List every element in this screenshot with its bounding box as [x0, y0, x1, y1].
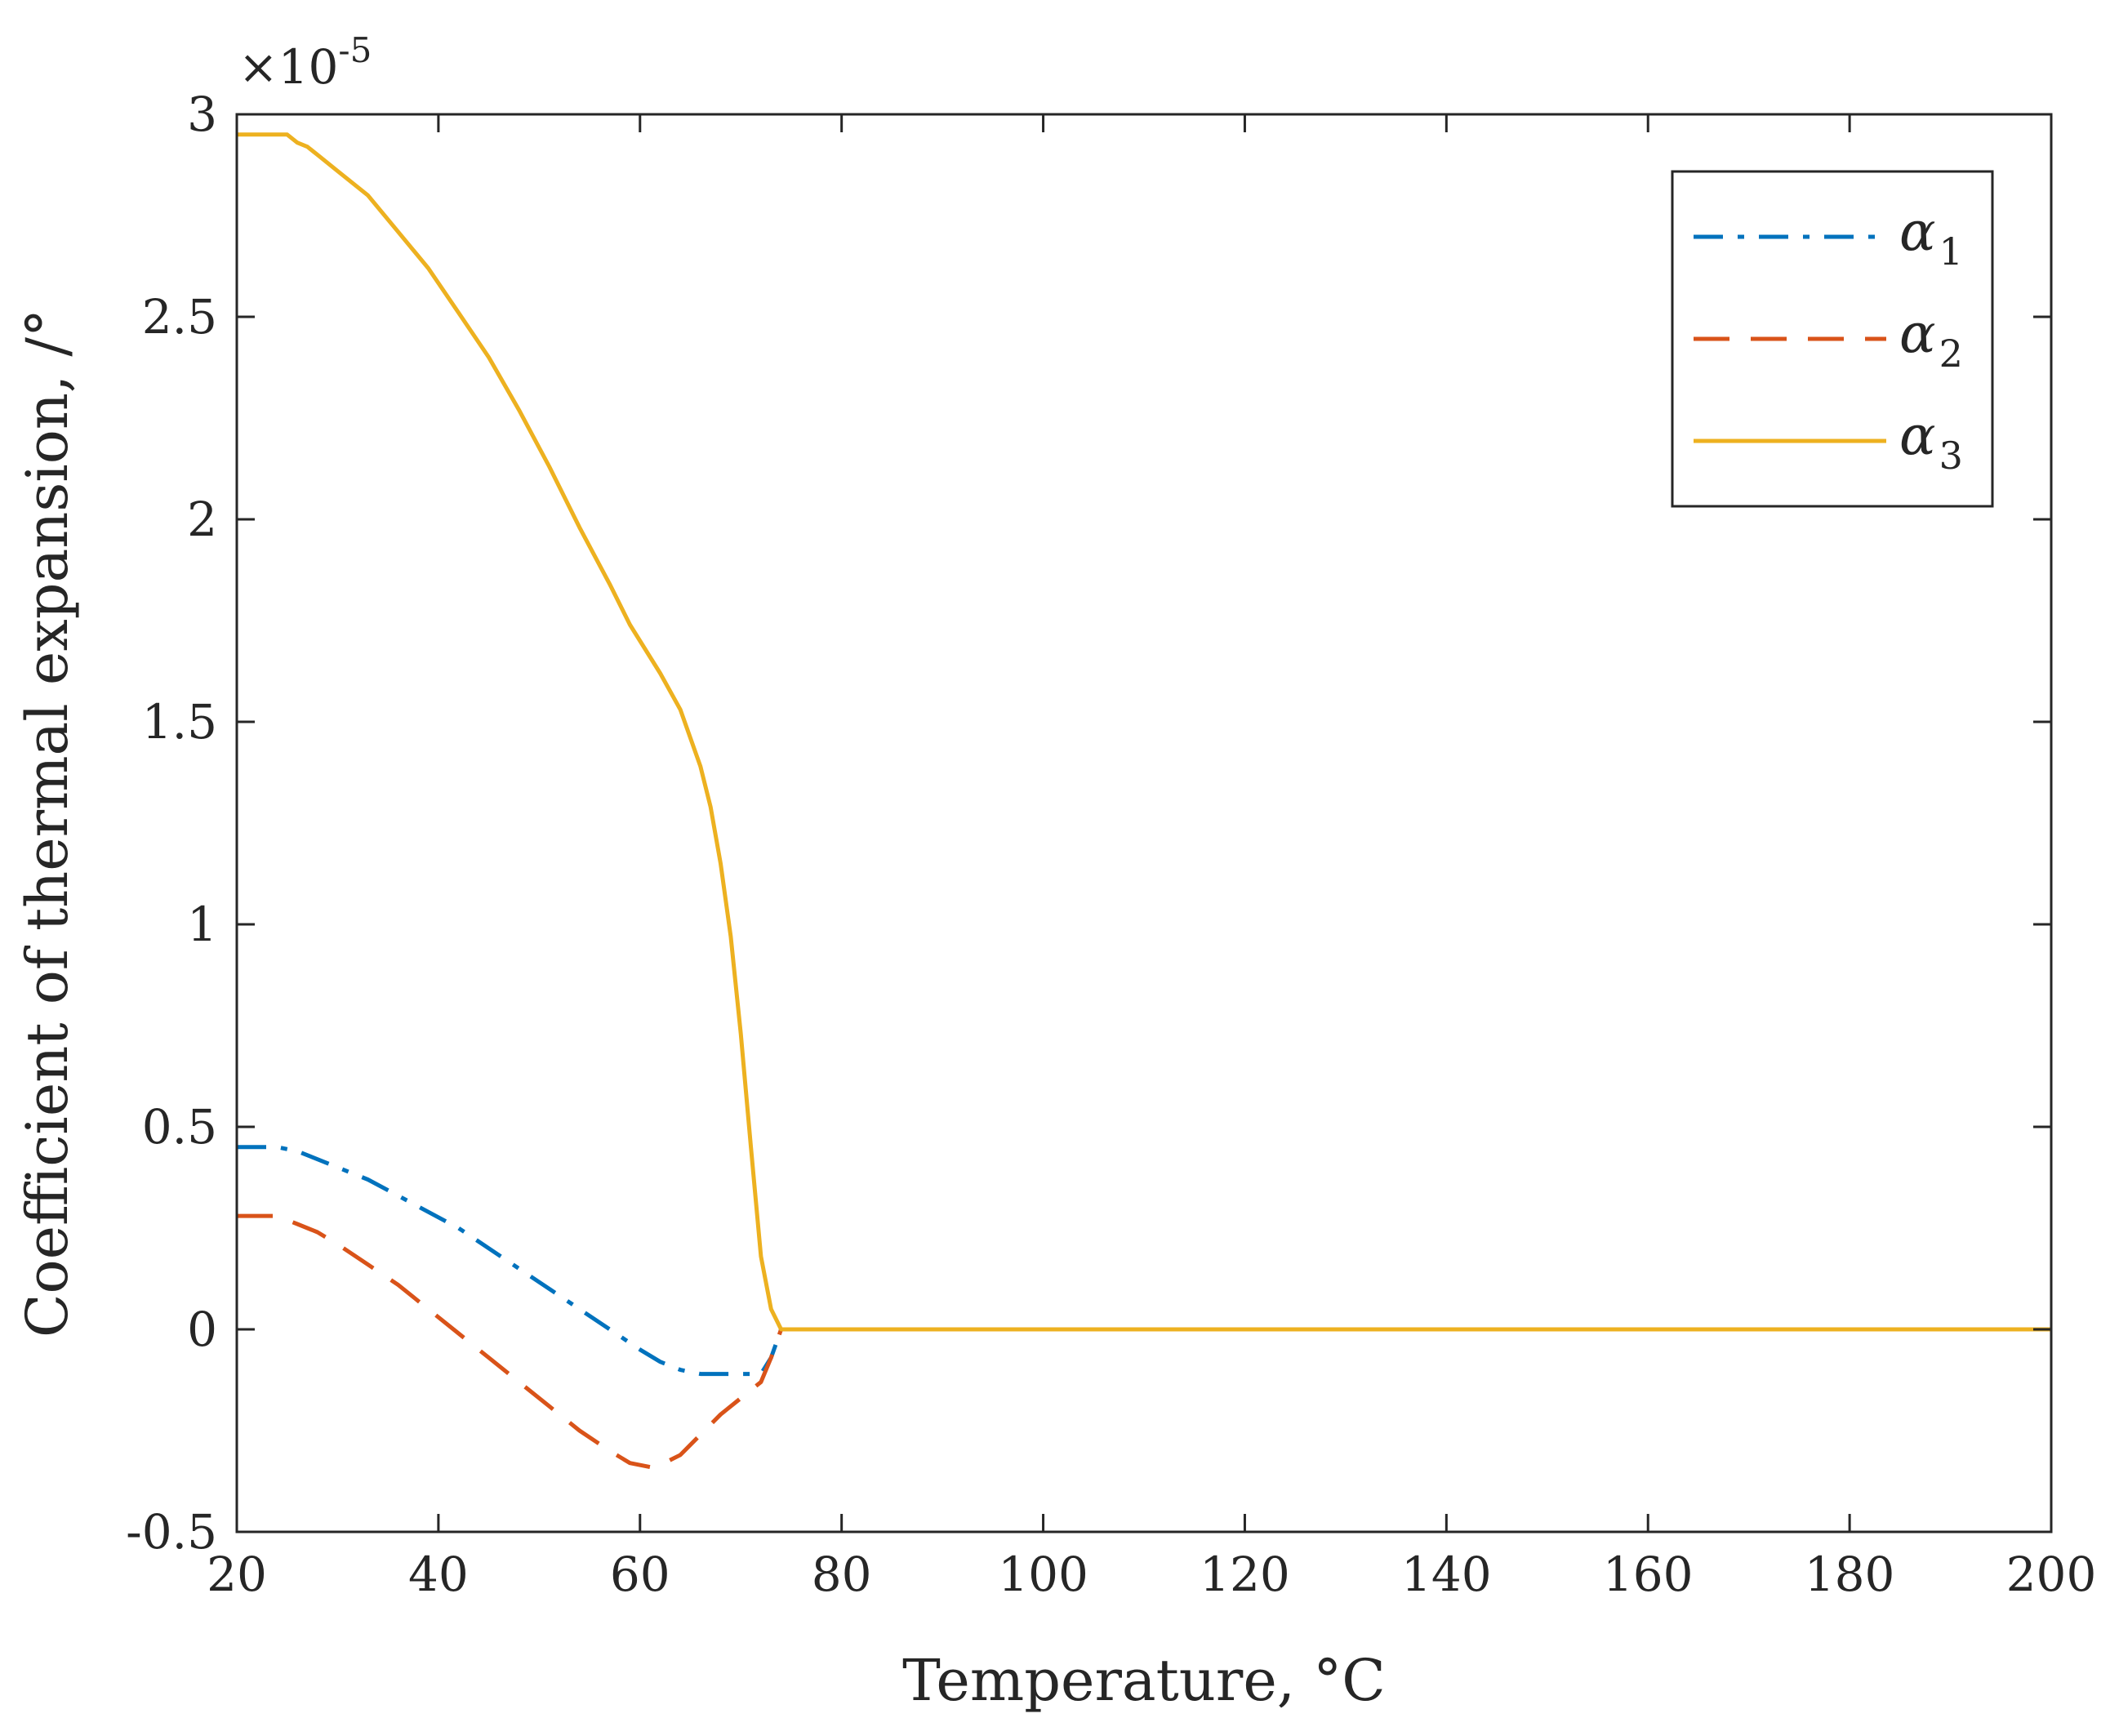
legend-label-alpha-1: α1 — [1899, 200, 1963, 274]
x-tick-label: 100 — [998, 1547, 1088, 1602]
x-tick-label: 120 — [1200, 1547, 1290, 1602]
x-tick-label: 140 — [1401, 1547, 1492, 1602]
x-tick-label: 200 — [2006, 1547, 2097, 1602]
legend: α1 α2 α3 — [1671, 170, 1994, 508]
axes-layer: 20 40 60 80 100 120 140 160 180 200 -0.5 0 0.5 1 1.5 2 2… — [126, 87, 2096, 1602]
y-tick-label: 3 — [187, 87, 217, 142]
y-tick-label: -0.5 — [126, 1504, 217, 1560]
y-tick-label: 0.5 — [142, 1099, 217, 1155]
x-tick-label: 40 — [408, 1547, 469, 1602]
series-layer — [237, 132, 2051, 1470]
series-line-alpha-3 — [237, 132, 2051, 1332]
y-exponent-base: ×10 — [238, 39, 338, 95]
y-tick-label: 1 — [187, 897, 217, 952]
y-tick-label: 0 — [187, 1302, 217, 1357]
legend-label-alpha-2: α2 — [1899, 302, 1963, 376]
x-tick-label: 60 — [610, 1547, 670, 1602]
x-tick-label: 180 — [1805, 1547, 1895, 1602]
legend-label-alpha-3: α3 — [1899, 404, 1963, 478]
y-axis-exponent: ×10-5 — [238, 30, 372, 95]
y-exponent-power: -5 — [338, 30, 372, 70]
y-tick-label: 2 — [187, 492, 217, 547]
x-tick-label: 160 — [1603, 1547, 1694, 1602]
x-tick-label: 20 — [207, 1547, 267, 1602]
y-tick-label: 2.5 — [142, 289, 217, 345]
y-tick-label: 1.5 — [142, 694, 217, 750]
axes-box — [235, 113, 2053, 1533]
x-tick-label: 80 — [812, 1547, 872, 1602]
x-axis-title: Temperature, °C — [902, 1647, 1386, 1714]
y-axis-title: Coefficient of thermal expansion, /° — [14, 309, 81, 1338]
